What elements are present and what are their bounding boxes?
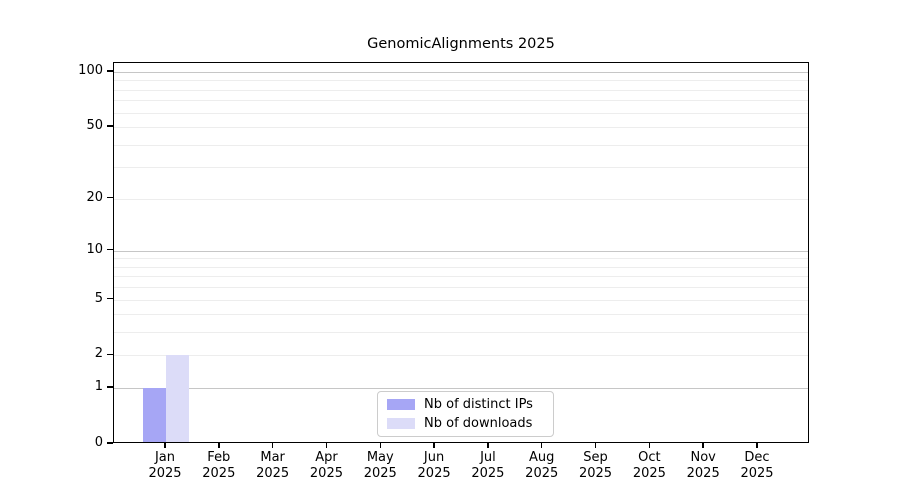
gridline-major [114,388,808,390]
x-tick-mark [433,443,435,448]
x-tick-mark [540,443,543,448]
x-tick-mark [218,443,220,448]
gridline-minor [114,89,808,91]
x-tick-label: May 2025 [363,450,397,481]
gridline-minor [114,144,808,146]
y-tick-mark [107,442,113,444]
gridline-minor [114,80,808,82]
legend-label: Nb of distinct IPs [424,397,533,412]
y-tick-mark [107,70,113,72]
gridline-minor [114,100,808,102]
gridline-minor [114,258,808,260]
x-tick-mark [271,443,274,448]
gridline-minor [114,314,808,316]
x-tick-mark [325,443,328,448]
gridline-minor [114,266,808,268]
y-tick-mark [107,196,113,199]
bar-nb-of-distinct-ips [143,388,166,442]
gridline-minor [114,299,808,301]
y-tick-label: 1 [94,379,103,395]
y-tick-mark [107,248,113,251]
gridline-major [114,250,808,252]
chart-title: GenomicAlignments 2025 [367,36,555,52]
x-tick-label: Mar 2025 [256,450,290,481]
x-tick-label: Jun 2025 [417,450,451,481]
gridline-minor [114,112,808,114]
x-tick-mark [756,443,758,448]
y-tick-mark [107,125,113,127]
y-tick-label: 2 [94,346,103,362]
y-tick-mark [107,353,113,356]
x-tick-label: Jul 2025 [471,450,505,481]
gridline-minor [114,167,808,169]
gridline-minor [114,332,808,334]
legend-swatch [387,399,415,410]
y-tick-label: 50 [86,118,103,134]
x-tick-label: Oct 2025 [632,450,666,481]
x-tick-mark [594,443,597,448]
legend-swatch [387,418,415,429]
legend: Nb of distinct IPs Nb of downloads [377,391,554,437]
y-tick-label: 0 [94,435,103,450]
bar-nb-of-downloads [166,355,189,442]
legend-item: Nb of downloads [387,416,545,431]
legend-label: Nb of downloads [424,416,533,431]
x-tick-label: Nov 2025 [686,450,720,481]
gridline-major [114,72,808,74]
y-tick-label: 20 [86,189,103,205]
y-tick-label: 100 [78,63,103,79]
x-tick-label: Jan 2025 [148,450,182,481]
gridline-minor [114,287,808,289]
x-tick-mark [487,443,489,448]
y-tick-mark [107,297,113,300]
legend-item: Nb of distinct IPs [387,397,545,412]
x-tick-label: Dec 2025 [740,450,774,481]
x-tick-label: Feb 2025 [202,450,236,481]
gridline-minor [114,198,808,200]
x-tick-mark [379,443,382,448]
x-tick-mark [702,443,704,448]
x-tick-label: Aug 2025 [525,450,559,481]
x-tick-label: Sep 2025 [578,450,613,481]
x-tick-mark [164,443,166,448]
gridline-minor [114,355,808,357]
gridline-minor [114,127,808,129]
x-tick-label: Apr 2025 [309,450,343,481]
y-tick-label: 5 [94,290,103,306]
gridline-minor [114,276,808,278]
x-tick-mark [648,443,651,448]
y-tick-mark [107,386,113,388]
y-tick-label: 10 [86,241,103,257]
plot-area [113,62,809,443]
